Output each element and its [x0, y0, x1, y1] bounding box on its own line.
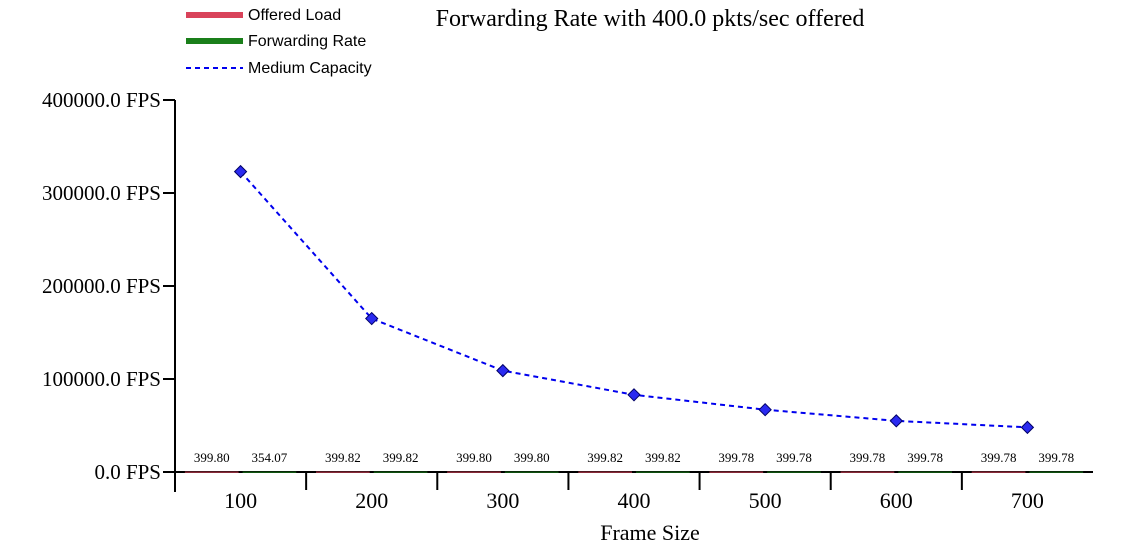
data-label-forwarding-rate: 354.07: [252, 450, 288, 465]
x-axis: 100 200 300 400 500 600 700: [175, 471, 1093, 513]
y-tick-label: 100000.0 FPS: [42, 367, 161, 391]
legend: Offered Load Forwarding Rate Medium Capa…: [186, 7, 372, 77]
data-label-offered-load: 399.78: [718, 450, 754, 465]
legend-label-forwarding-rate: Forwarding Rate: [248, 33, 366, 50]
data-label-offered-load: 399.78: [850, 450, 886, 465]
legend-item-forwarding-rate: Forwarding Rate: [186, 33, 366, 50]
data-label-forwarding-rate: 399.80: [514, 450, 550, 465]
data-label-forwarding-rate: 399.78: [907, 450, 943, 465]
bar-forwarding-rate: [636, 471, 690, 473]
bar-offered-load: [316, 471, 370, 473]
y-tick-label: 400000.0 FPS: [42, 88, 161, 112]
x-tick-label: 500: [749, 488, 782, 513]
data-label-forwarding-rate: 399.78: [776, 450, 812, 465]
data-label-offered-load: 399.80: [456, 450, 492, 465]
bar-forwarding-rate: [898, 471, 952, 473]
medium-capacity-point: [365, 311, 379, 326]
data-label-forwarding-rate: 399.78: [1038, 450, 1074, 465]
data-label-offered-load: 399.78: [981, 450, 1017, 465]
medium-capacity-point: [627, 388, 641, 402]
data-label-offered-load: 399.80: [194, 450, 230, 465]
bar-forwarding-rate: [242, 471, 297, 473]
y-tick-label: 0.0 FPS: [94, 460, 161, 484]
bar-forwarding-rate: [767, 471, 821, 473]
medium-capacity-series: [233, 164, 1035, 435]
bar-offered-load: [709, 471, 764, 473]
medium-capacity-point: [1020, 420, 1035, 435]
x-tick-label: 400: [618, 488, 651, 513]
medium-capacity-point: [889, 414, 903, 428]
bar-offered-load: [840, 471, 895, 473]
chart-title: Forwarding Rate with 400.0 pkts/sec offe…: [436, 6, 865, 32]
x-tick-label: 700: [1011, 488, 1044, 513]
x-tick-label: 100: [224, 488, 257, 513]
bar-forwarding-rate: [373, 471, 428, 473]
x-tick-label: 600: [880, 488, 913, 513]
y-tick-label: 200000.0 FPS: [42, 274, 161, 298]
legend-item-offered-load: Offered Load: [186, 7, 341, 24]
medium-capacity-point: [758, 402, 772, 417]
legend-label-offered-load: Offered Load: [248, 7, 341, 24]
x-axis-title: Frame Size: [600, 520, 700, 545]
bar-offered-load: [971, 471, 1026, 473]
bar-offered-load: [578, 471, 632, 473]
x-tick-label: 200: [355, 488, 388, 513]
bar-offered-load: [447, 471, 501, 473]
x-tick-label: 300: [486, 488, 519, 513]
legend-swatch-offered-load: [186, 12, 243, 18]
legend-item-medium-capacity: Medium Capacity: [186, 60, 372, 77]
legend-swatch-forwarding-rate: [186, 38, 243, 44]
legend-label-medium-capacity: Medium Capacity: [248, 60, 372, 77]
y-tick-label: 300000.0 FPS: [42, 181, 161, 205]
bars: 399.80 399.82 399.80 399.82 399.78 399.78 399.…: [184, 450, 1084, 473]
data-label-forwarding-rate: 399.82: [645, 450, 681, 465]
bar-offered-load: [184, 471, 239, 473]
medium-capacity-point: [496, 363, 510, 378]
data-label-offered-load: 399.82: [325, 450, 361, 465]
medium-capacity-point: [233, 164, 248, 179]
bar-forwarding-rate: [504, 471, 559, 473]
y-axis: 0.0 FPS 100000.0 FPS 200000.0 FPS 300000.0 …: [42, 88, 176, 492]
data-label-forwarding-rate: 399.82: [383, 450, 419, 465]
bar-forwarding-rate: [1029, 471, 1084, 473]
data-label-offered-load: 399.82: [587, 450, 623, 465]
